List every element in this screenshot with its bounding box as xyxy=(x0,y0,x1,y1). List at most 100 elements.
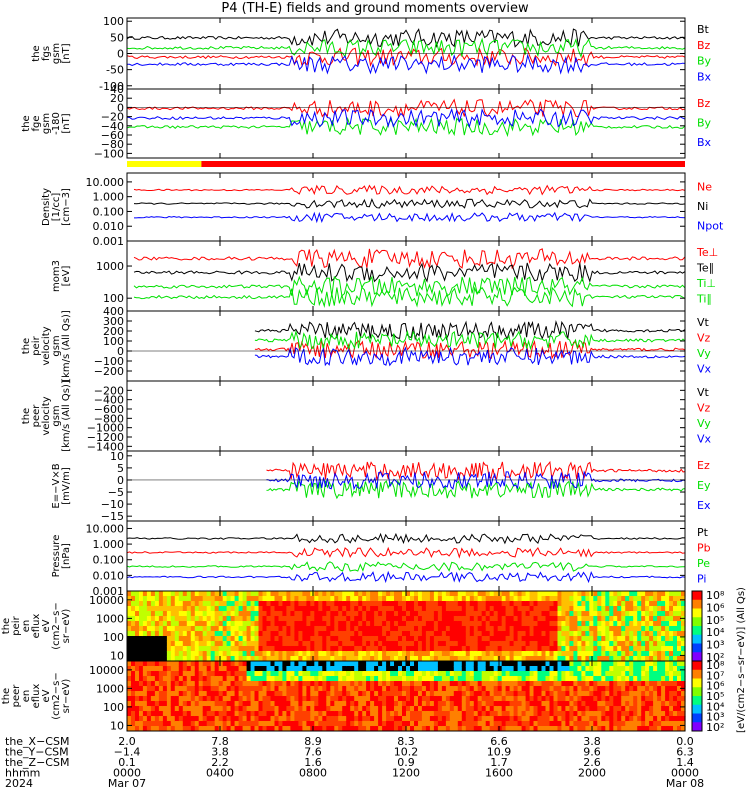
legend-pi: Pi xyxy=(697,573,706,586)
ylabel-line: mom3 xyxy=(51,260,62,292)
xaxis-value: 0800 xyxy=(299,767,327,780)
ytick-label: −5 xyxy=(108,486,124,499)
line-pt-pressure xyxy=(126,532,686,545)
legend-ti: Ti⊥ xyxy=(696,277,716,290)
legend-te: Te⊥ xyxy=(696,246,718,259)
frame-peer_vel xyxy=(126,380,686,452)
ylabel-line: eV xyxy=(41,689,52,702)
ytick-label: 100 xyxy=(103,15,124,28)
ylabel-line: [km/s (All Qs)] xyxy=(61,310,72,382)
legend-ti: Ti∥ xyxy=(696,293,712,306)
xaxis-value: 8.3 xyxy=(397,735,415,748)
colorbar-tick: 10³ xyxy=(706,639,724,652)
legend-bx: Bx xyxy=(697,70,712,83)
ytick-label: 100 xyxy=(103,701,124,714)
ytick-label: −200 xyxy=(94,365,124,378)
panel-density: Density [1/cc] [cm−3] xyxy=(41,172,686,242)
series-pressure xyxy=(126,532,686,584)
line-ne-density xyxy=(133,184,686,196)
ylabel-line: the xyxy=(21,338,32,354)
ylabel-line: sr−eV) xyxy=(61,679,72,714)
legend-by: By xyxy=(697,117,712,130)
ytick-label: 100 xyxy=(103,631,124,644)
ylabel-line: the xyxy=(1,618,12,634)
colorbar-tick: 10³ xyxy=(706,711,724,724)
line-bx-fge xyxy=(126,107,686,129)
ylabel-line: [mV/m] xyxy=(61,467,72,505)
line-vz-peir_vel xyxy=(254,339,686,360)
ylabel-line: peir xyxy=(31,335,42,355)
legend-vx: Vx xyxy=(697,433,712,446)
panel-peir_spec: the peir en eflux eV (cm2−s− sr−eV) xyxy=(1,590,686,662)
ylabel-peir_spec: the peir en eflux eV (cm2−s− sr−eV) xyxy=(1,602,72,649)
ylabel-line: peer xyxy=(11,684,22,708)
ytick-label: 10000 xyxy=(89,664,124,677)
panel-temp: mom3 [eV] xyxy=(51,240,686,312)
ytick-label: 5 xyxy=(117,462,124,475)
colorbar-tick: 10² xyxy=(706,651,724,664)
ylabel-line: the xyxy=(31,45,42,61)
xaxis-value: 8.9 xyxy=(304,735,322,748)
ylabel-line: the xyxy=(21,408,32,424)
legend-ex: Ex xyxy=(697,499,711,512)
ylabel-line: [nT] xyxy=(61,113,72,133)
series-density xyxy=(133,184,686,224)
xaxis-value: −1.4 xyxy=(114,746,141,759)
xaxis-value: 1.6 xyxy=(304,756,322,769)
panel-pressure: Pressure [nPa] xyxy=(51,520,686,592)
xaxis-value: 0.9 xyxy=(397,756,415,769)
ytick-label: -100 xyxy=(99,80,124,93)
colorbar-tick: 10² xyxy=(706,721,724,734)
xaxis-value: Mar 07 xyxy=(108,777,146,790)
legend-ey: Ey xyxy=(697,479,711,492)
ylabel-line: sr−eV) xyxy=(61,609,72,644)
xaxis-value: 0000 xyxy=(113,767,141,780)
xaxis-value: 10.2 xyxy=(394,746,419,759)
line-pi-pressure xyxy=(126,570,686,584)
mode-bar-fast xyxy=(201,161,685,167)
ytick-label: −80 xyxy=(101,138,124,151)
colorbar-tick: 10⁸ xyxy=(706,589,725,602)
xaxis-value: 1600 xyxy=(485,767,513,780)
legend-pe: Pe xyxy=(697,557,710,570)
colorbar-tick: 10⁶ xyxy=(706,680,725,693)
panel-fgs: the fgs gsm [nT] xyxy=(31,17,686,90)
ylabel-line: velocity xyxy=(41,326,52,365)
mode-bar-slow xyxy=(127,161,202,167)
series-fgs xyxy=(126,28,686,75)
ylabel-line: fgs xyxy=(41,46,52,61)
ytick-label: 0.010 xyxy=(93,220,125,233)
ytick-label: −60 xyxy=(101,129,124,142)
ytick-label: 0 xyxy=(117,48,124,61)
ylabel-pressure: Pressure [nPa] xyxy=(51,535,72,578)
line-ez-efield xyxy=(266,460,686,481)
ylabel-line: eflux xyxy=(31,684,42,709)
ylabel-fge: the fge gsm -180 [nT] xyxy=(21,112,72,135)
line-ex-efield xyxy=(266,470,686,491)
series-peir_vel xyxy=(254,320,686,367)
ylabel-line: eflux xyxy=(31,614,42,639)
line-bx-fgs xyxy=(126,53,686,75)
line-ey-efield xyxy=(266,479,686,500)
ytick-label: 10 xyxy=(110,649,124,662)
line-bz-fge xyxy=(126,98,686,118)
line-pb-pressure xyxy=(126,546,686,559)
colorbar-label: [eV/(cm2−s−sr−eV)] (All Qs) xyxy=(736,587,747,733)
xaxis-row-label: the_Z−CSM xyxy=(5,756,69,769)
xaxis-value: 6.6 xyxy=(490,735,508,748)
legend-ne: Ne xyxy=(697,181,712,194)
ytick-label: 0.100 xyxy=(93,554,125,567)
line-te-temp xyxy=(133,262,686,283)
ylabel-line: [eV] xyxy=(61,266,72,287)
ylabel-line: gsm xyxy=(51,405,62,426)
legend-vy: Vy xyxy=(697,347,711,360)
legend-vt: Vt xyxy=(697,316,710,329)
ylabel-line: fge xyxy=(31,115,42,131)
ytick-label: 20 xyxy=(110,92,124,105)
ytick-label: −20 xyxy=(101,111,124,124)
ylabel-line: Density xyxy=(41,188,52,226)
ytick-label: −100 xyxy=(94,147,124,160)
legend-vz: Vz xyxy=(697,401,711,414)
ylabel-line: [km/s (All Qs)] xyxy=(61,380,72,452)
